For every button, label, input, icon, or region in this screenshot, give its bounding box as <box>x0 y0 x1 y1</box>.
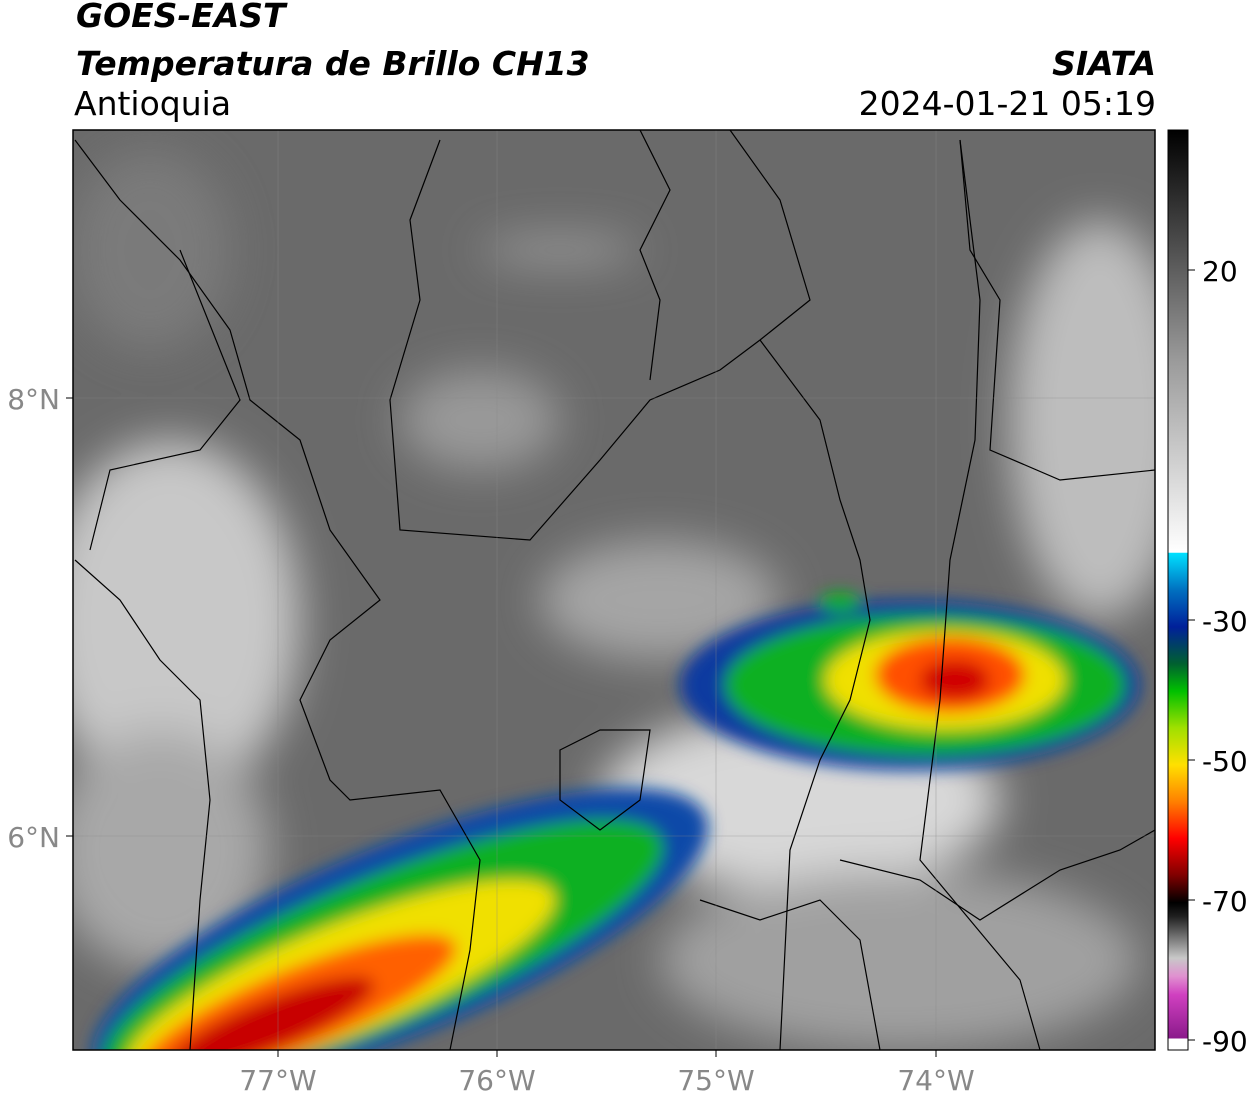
map-frame <box>72 129 1156 1051</box>
region: Antioquia <box>74 84 232 123</box>
colorbar <box>1167 129 1189 1051</box>
lon-label: 77°W <box>239 1064 316 1097</box>
colorbar-tick-label: -50 <box>1202 745 1248 778</box>
colorbar-tick-label: -30 <box>1202 605 1248 638</box>
lat-label: 8°N <box>7 383 60 416</box>
colorbar-tick-label: -90 <box>1202 1025 1248 1058</box>
satellite-title: GOES-EAST <box>76 0 286 35</box>
source: SIATA <box>1052 44 1156 83</box>
lon-label: 76°W <box>458 1064 535 1097</box>
colorbar-tick-label: 20 <box>1202 255 1238 288</box>
colorbar-tick-label: -70 <box>1202 885 1248 918</box>
borders <box>74 130 1155 1050</box>
lat-label: 6°N <box>7 821 60 854</box>
lon-label: 74°W <box>897 1064 974 1097</box>
imagery <box>73 130 1155 1050</box>
lon-label: 75°W <box>677 1064 754 1097</box>
datetime: 2024-01-21 05:19 <box>858 84 1156 123</box>
product-title: Temperatura de Brillo CH13 <box>76 44 590 83</box>
